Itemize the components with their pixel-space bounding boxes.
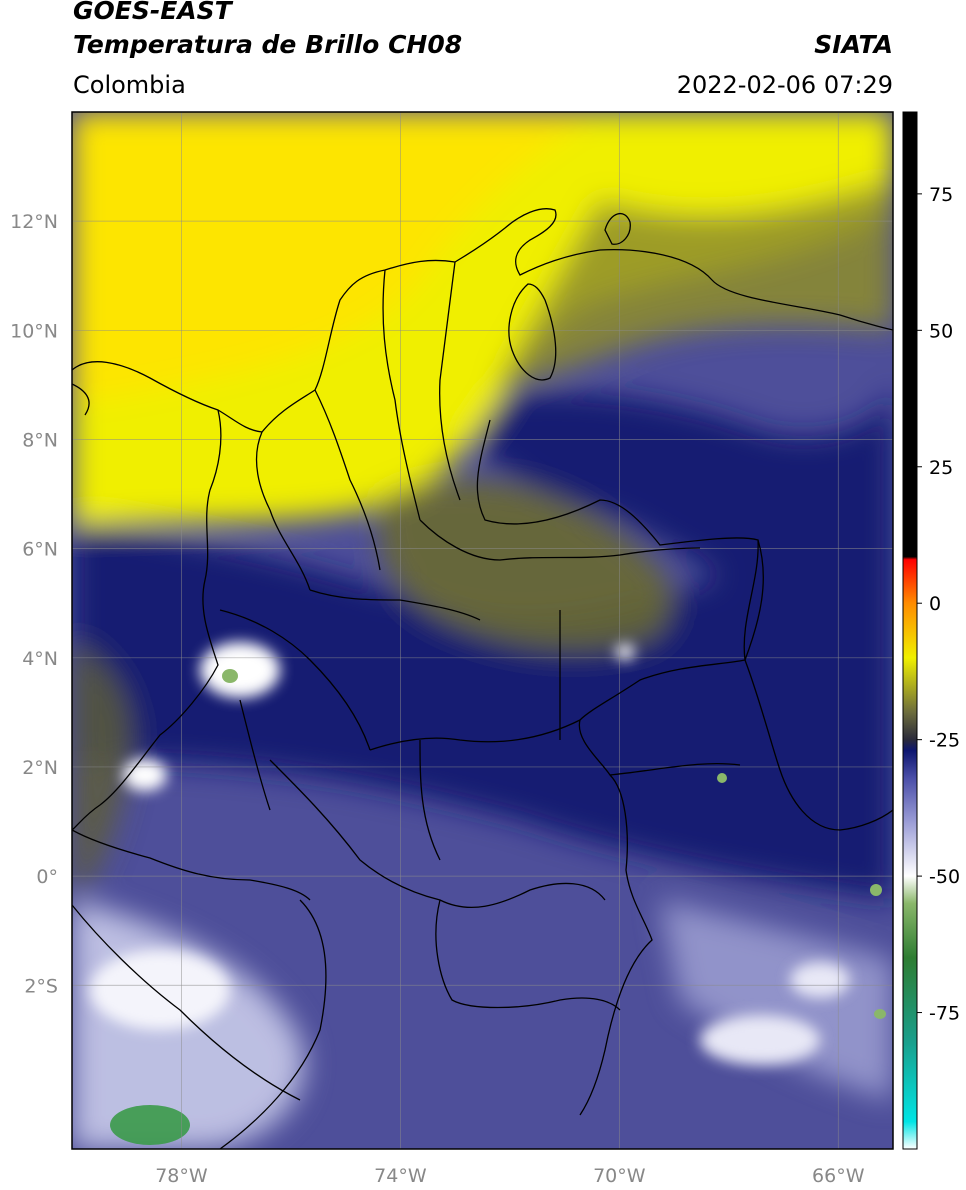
brightness-temperature-field — [72, 112, 893, 1149]
lat-tick-label: 0° — [36, 866, 58, 888]
lon-tick-label: 66°W — [812, 1165, 865, 1187]
lat-tick-label: 12°N — [10, 211, 58, 233]
agency-label: SIATA — [814, 30, 893, 59]
product-title: Temperatura de Brillo CH08 — [73, 30, 463, 59]
lat-tick-label: 4°N — [22, 648, 58, 670]
colorbar-tick-label: 75 — [929, 184, 953, 206]
datetime-label: 2022-02-06 07:29 — [676, 71, 893, 99]
lon-tick-label: 74°W — [374, 1165, 427, 1187]
colorbar-tick-label: -75 — [929, 1003, 960, 1025]
colorbar-tick-label: 25 — [929, 457, 953, 479]
latitude-axis: 12°N 10°N 8°N 6°N 4°N 2°N 0° 2°S — [10, 211, 58, 997]
colorbar-tick-label: 0 — [929, 593, 941, 615]
colorbar-tick-label: -25 — [929, 730, 960, 752]
lon-tick-label: 78°W — [155, 1165, 208, 1187]
gridlines — [72, 112, 893, 1149]
map-frame — [71, 111, 894, 1150]
satellite-title: GOES-EAST — [73, 0, 232, 25]
colorbar-tick-label: 50 — [929, 320, 953, 342]
longitude-axis: 78°W 74°W 70°W 66°W — [155, 1165, 864, 1187]
region-label: Colombia — [73, 71, 186, 99]
lat-tick-label: 2°S — [24, 975, 58, 997]
colorbar: 75 50 25 0 -25 -50 -75 — [902, 111, 960, 1150]
lat-tick-label: 10°N — [10, 320, 58, 342]
borders-and-coastlines — [72, 208, 893, 1149]
lat-tick-label: 6°N — [22, 539, 58, 561]
lat-tick-label: 2°N — [22, 757, 58, 779]
colorbar-tick-label: -50 — [929, 866, 960, 888]
lon-tick-label: 70°W — [593, 1165, 646, 1187]
lat-tick-label: 8°N — [22, 429, 58, 451]
